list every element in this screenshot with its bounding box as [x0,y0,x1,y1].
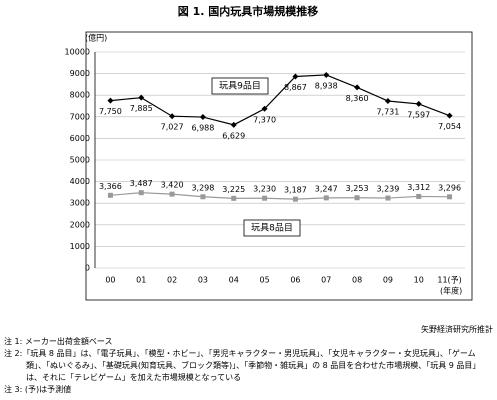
y-tick-label: 4000 [70,177,90,186]
y-tick-label: 10000 [65,48,90,57]
point [261,105,268,112]
value-label: 3,366 [99,182,122,191]
value-label: 3,239 [376,185,399,194]
series-line [110,74,450,126]
series-label: 玩具8品目 [251,223,293,234]
point [385,195,391,201]
note: 注 3: (予)は予測値 [4,385,72,394]
y-tick-label: 8000 [70,91,90,100]
point [292,73,299,80]
point [446,112,453,119]
y-tick-label: 7000 [70,112,90,121]
point [323,71,330,78]
y-tick-label: 1000 [70,242,90,251]
point [384,98,391,105]
value-label: 7,885 [130,104,153,113]
value-label: 3,312 [407,183,430,192]
point [354,195,360,201]
series-label-box [243,219,301,237]
x-tick-label: 02 [167,276,177,285]
x-tick-label: 07 [321,276,331,285]
y-tick-label: 6000 [70,134,90,143]
x-unit: (年度) [440,286,462,296]
value-label: 7,597 [407,110,430,119]
series-label-box [211,77,269,95]
value-label: 3,298 [191,183,214,192]
point [230,121,237,128]
point [323,195,329,201]
y-tick-label: 5000 [70,156,90,165]
x-tick-label: 09 [383,276,393,285]
note: 注 1: メーカー出荷金額ベース [4,337,113,346]
point [138,190,144,196]
x-tick-label: 05 [259,276,269,285]
y-unit: (億円) [85,33,107,43]
value-label: 3,253 [346,184,369,193]
x-tick-label: 03 [198,276,208,285]
point [447,194,453,200]
point [262,195,268,201]
value-label: 7,054 [438,122,461,131]
value-label: 7,750 [99,107,122,116]
value-label: 7,027 [161,123,184,132]
notes: 矢野経済研究所推計注 1: メーカー出荷金額ベース注 2:「玩具 8 品目」は、… [4,324,493,396]
y-tick-label: 3000 [70,199,90,208]
value-label: 3,225 [222,185,245,194]
value-label: 3,230 [253,185,276,194]
value-label: 6,988 [191,124,214,133]
x-tick-label: 06 [290,276,300,285]
point [169,191,175,197]
value-label: 7,731 [376,108,399,117]
source: 矢野経済研究所推計 [421,325,493,334]
point [107,97,114,104]
y-tick-label: 2000 [70,220,90,229]
note: 注 2:「玩具 8 品目」は、「電子玩具」、「模型・ホビー」、「男児キャラクター… [4,349,481,382]
value-label: 8,360 [346,94,369,103]
series-line [110,192,450,200]
value-label: 8,938 [315,81,338,90]
point [199,114,206,121]
value-label: 7,370 [253,115,276,124]
x-tick-label: 10 [414,276,424,285]
x-tick-label: 01 [136,276,146,285]
point [416,193,422,199]
value-label: 3,187 [284,186,307,195]
x-tick-label: 11(予) [437,276,461,285]
point [231,195,237,201]
x-tick-label: 08 [352,276,362,285]
point [354,84,361,91]
value-label: 6,629 [222,131,245,140]
point [107,192,113,198]
value-label: 3,420 [161,181,184,190]
chart-title: 図 1. 国内玩具市場規模推移 [178,4,319,18]
point [292,196,298,202]
value-label: 3,247 [315,184,338,193]
chart-frame [85,31,473,301]
point [415,100,422,107]
y-tick-label: 0 [85,264,90,273]
x-tick-label: 00 [105,276,115,285]
chart: 図 1. 国内玩具市場規模推移 (億円) (年度) 01000200030004… [65,4,473,301]
point [200,194,206,200]
series-label: 玩具9品目 [219,81,261,92]
x-tick-label: 04 [229,276,239,285]
value-label: 3,487 [130,179,153,188]
point [138,94,145,101]
y-tick-label: 9000 [70,69,90,78]
value-label: 8,867 [284,83,307,92]
point [169,113,176,120]
value-label: 3,296 [438,183,461,192]
